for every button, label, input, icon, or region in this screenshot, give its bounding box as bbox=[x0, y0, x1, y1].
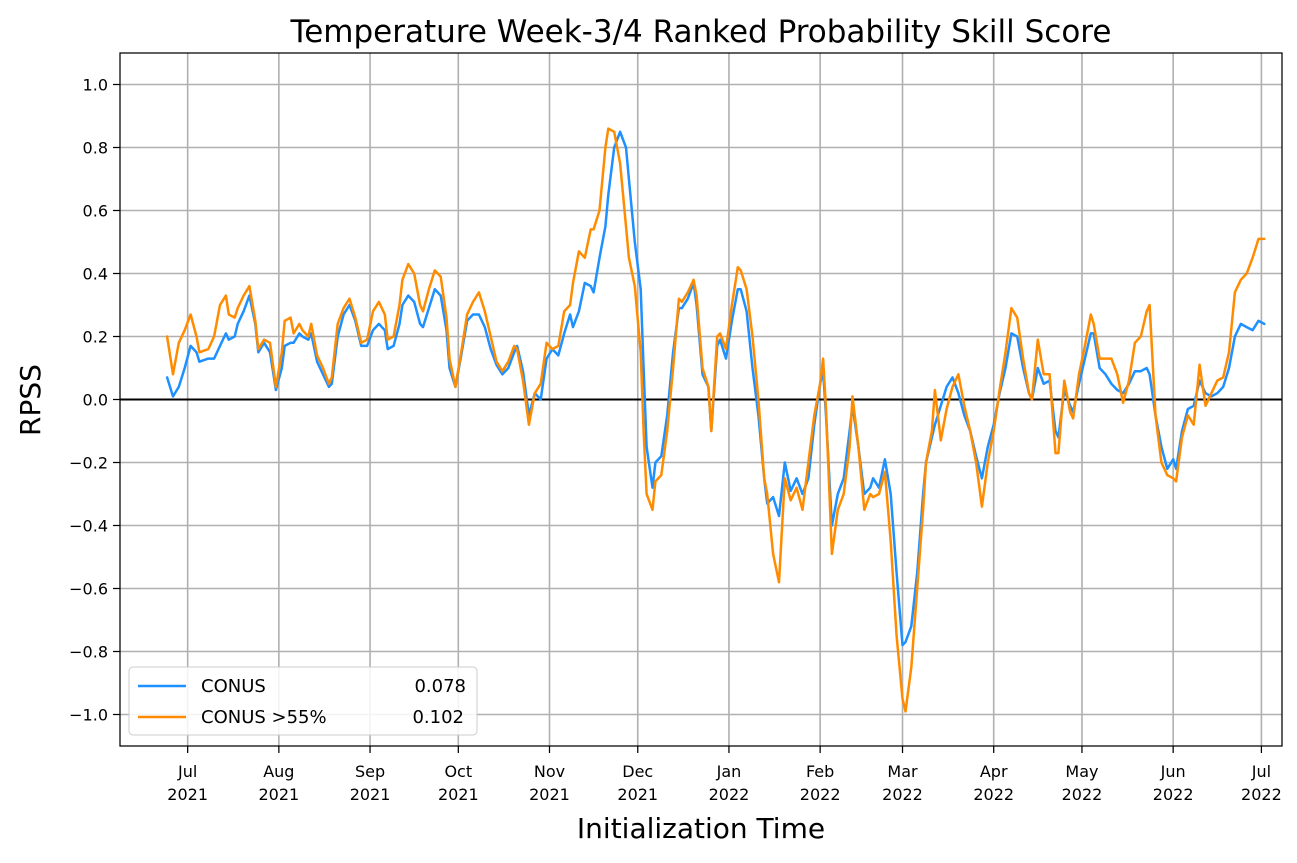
x-tick-label-month: Mar bbox=[887, 762, 918, 781]
x-tick-label-year: 2022 bbox=[1062, 785, 1103, 804]
x-tick-label-month: Nov bbox=[534, 762, 565, 781]
y-tick-label: −0.4 bbox=[69, 517, 108, 536]
x-tick-label-month: Aug bbox=[263, 762, 294, 781]
y-tick-label: 0.8 bbox=[83, 139, 108, 158]
legend-box bbox=[128, 666, 478, 736]
x-tick-label-month: Jan bbox=[716, 762, 742, 781]
chart-title: Temperature Week-3/4 Ranked Probability … bbox=[290, 14, 1112, 50]
y-axis-ticks: −1.0 −0.8 −0.6 −0.4 −0.2 0.0 0.2 0.4 0.6 0.8 1.0 bbox=[69, 76, 120, 725]
y-axis-label: RPSS bbox=[14, 364, 47, 436]
x-tick-label-year: 2022 bbox=[709, 785, 750, 804]
x-tick-label-month: Jun bbox=[1160, 762, 1186, 781]
x-tick-label-year: 2021 bbox=[617, 785, 658, 804]
x-tick-label-month: May bbox=[1065, 762, 1098, 781]
x-tick-label-month: Jul bbox=[1251, 762, 1271, 781]
y-tick-label: 0.2 bbox=[83, 328, 108, 347]
legend-label-conus-55: CONUS >55% bbox=[201, 707, 327, 728]
y-tick-label: −1.0 bbox=[69, 706, 108, 725]
legend-label-conus: CONUS bbox=[201, 676, 266, 697]
x-tick-label-year: 2021 bbox=[167, 785, 208, 804]
series-line-conus-55 bbox=[165, 127, 1266, 713]
x-tick-label-year: 2021 bbox=[529, 785, 570, 804]
x-tick-label-month: Feb bbox=[806, 762, 834, 781]
x-tick-label-year: 2022 bbox=[973, 785, 1014, 804]
y-tick-label: −0.6 bbox=[69, 580, 108, 599]
x-tick-label-year: 2022 bbox=[1153, 785, 1194, 804]
y-tick-label: 0.6 bbox=[83, 202, 108, 221]
x-tick-label-month: Jul bbox=[177, 762, 197, 781]
x-tick-label-year: 2022 bbox=[800, 785, 841, 804]
y-tick-label: 0.0 bbox=[83, 391, 108, 410]
y-tick-label: −0.2 bbox=[69, 454, 108, 473]
y-tick-label: 1.0 bbox=[83, 76, 108, 95]
x-tick-label-month: Dec bbox=[622, 762, 653, 781]
x-tick-label-month: Apr bbox=[980, 762, 1008, 781]
x-tick-label-month: Oct bbox=[444, 762, 472, 781]
y-tick-label: −0.8 bbox=[69, 643, 108, 662]
x-axis-ticks: Jul 2021 Aug 2021 Sep 2021 Oct 2021 Nov 2021 Dec 20… bbox=[167, 746, 1282, 804]
legend: CONUS 0.078 CONUS >55% 0.102 bbox=[128, 666, 478, 736]
x-tick-label-year: 2022 bbox=[1241, 785, 1282, 804]
series-lines bbox=[165, 127, 1266, 713]
x-axis-label: Initialization Time bbox=[577, 812, 825, 845]
x-tick-label-year: 2021 bbox=[438, 785, 479, 804]
x-tick-label-month: Sep bbox=[355, 762, 385, 781]
y-tick-label: 0.4 bbox=[83, 265, 108, 284]
x-tick-label-year: 2022 bbox=[882, 785, 923, 804]
x-tick-label-year: 2021 bbox=[258, 785, 299, 804]
legend-value-conus-55: 0.102 bbox=[412, 707, 464, 728]
x-tick-label-year: 2021 bbox=[350, 785, 391, 804]
legend-value-conus: 0.078 bbox=[414, 676, 466, 697]
